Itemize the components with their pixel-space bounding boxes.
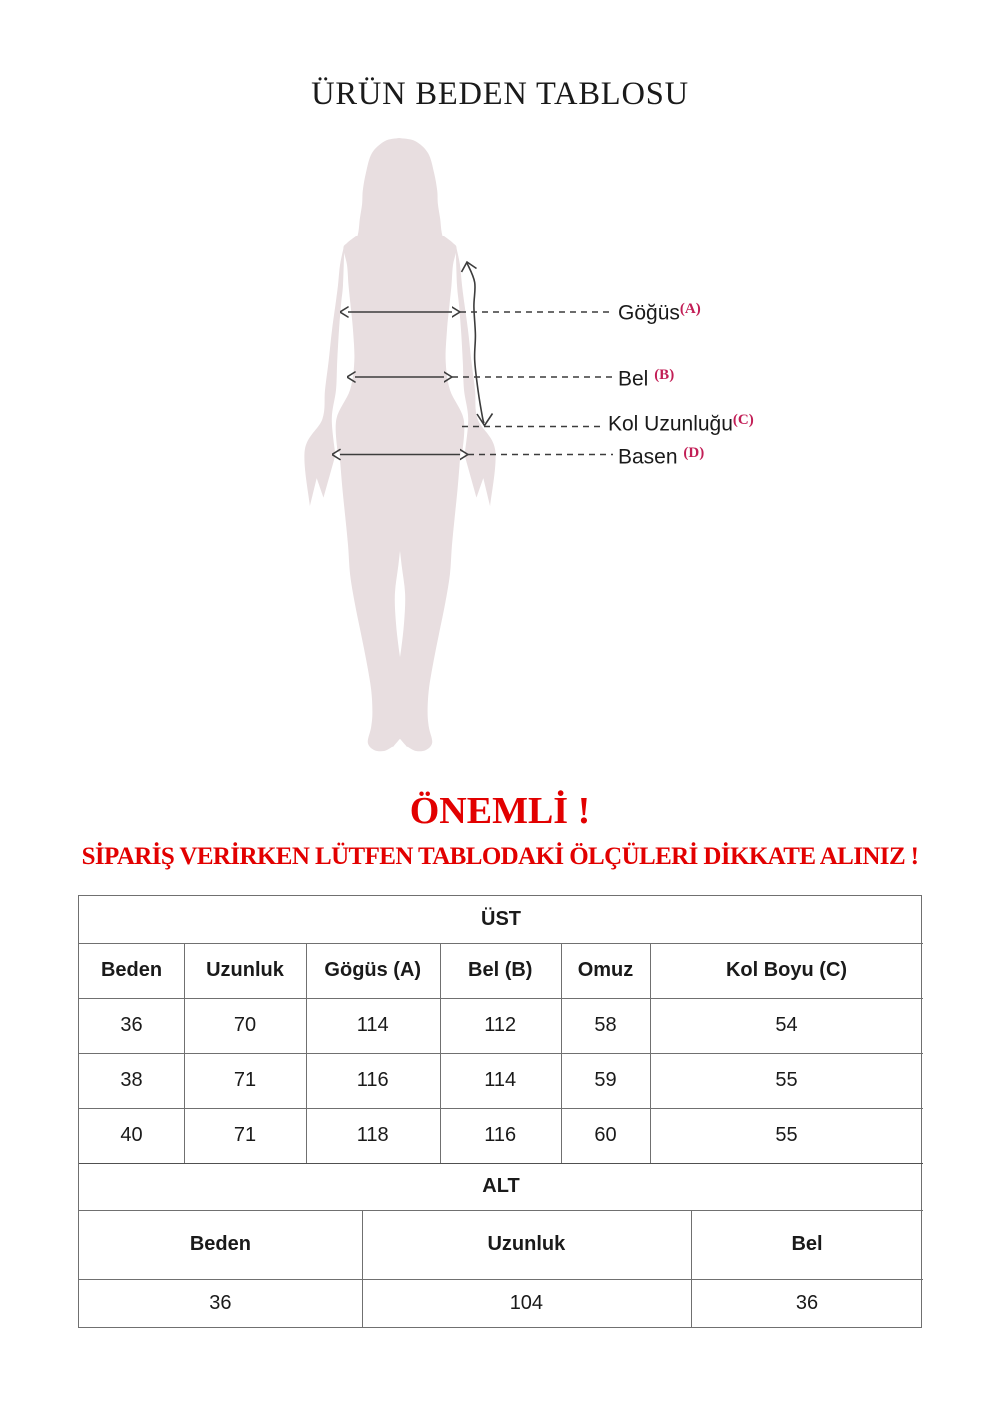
svg-text:Kol Uzunluğu(C): Kol Uzunluğu(C) bbox=[608, 412, 754, 435]
svg-text:Basen (D): Basen (D) bbox=[618, 445, 704, 468]
svg-text:Bel (B): Bel (B) bbox=[618, 367, 674, 390]
svg-text:Göğüs(A): Göğüs(A) bbox=[618, 301, 701, 324]
